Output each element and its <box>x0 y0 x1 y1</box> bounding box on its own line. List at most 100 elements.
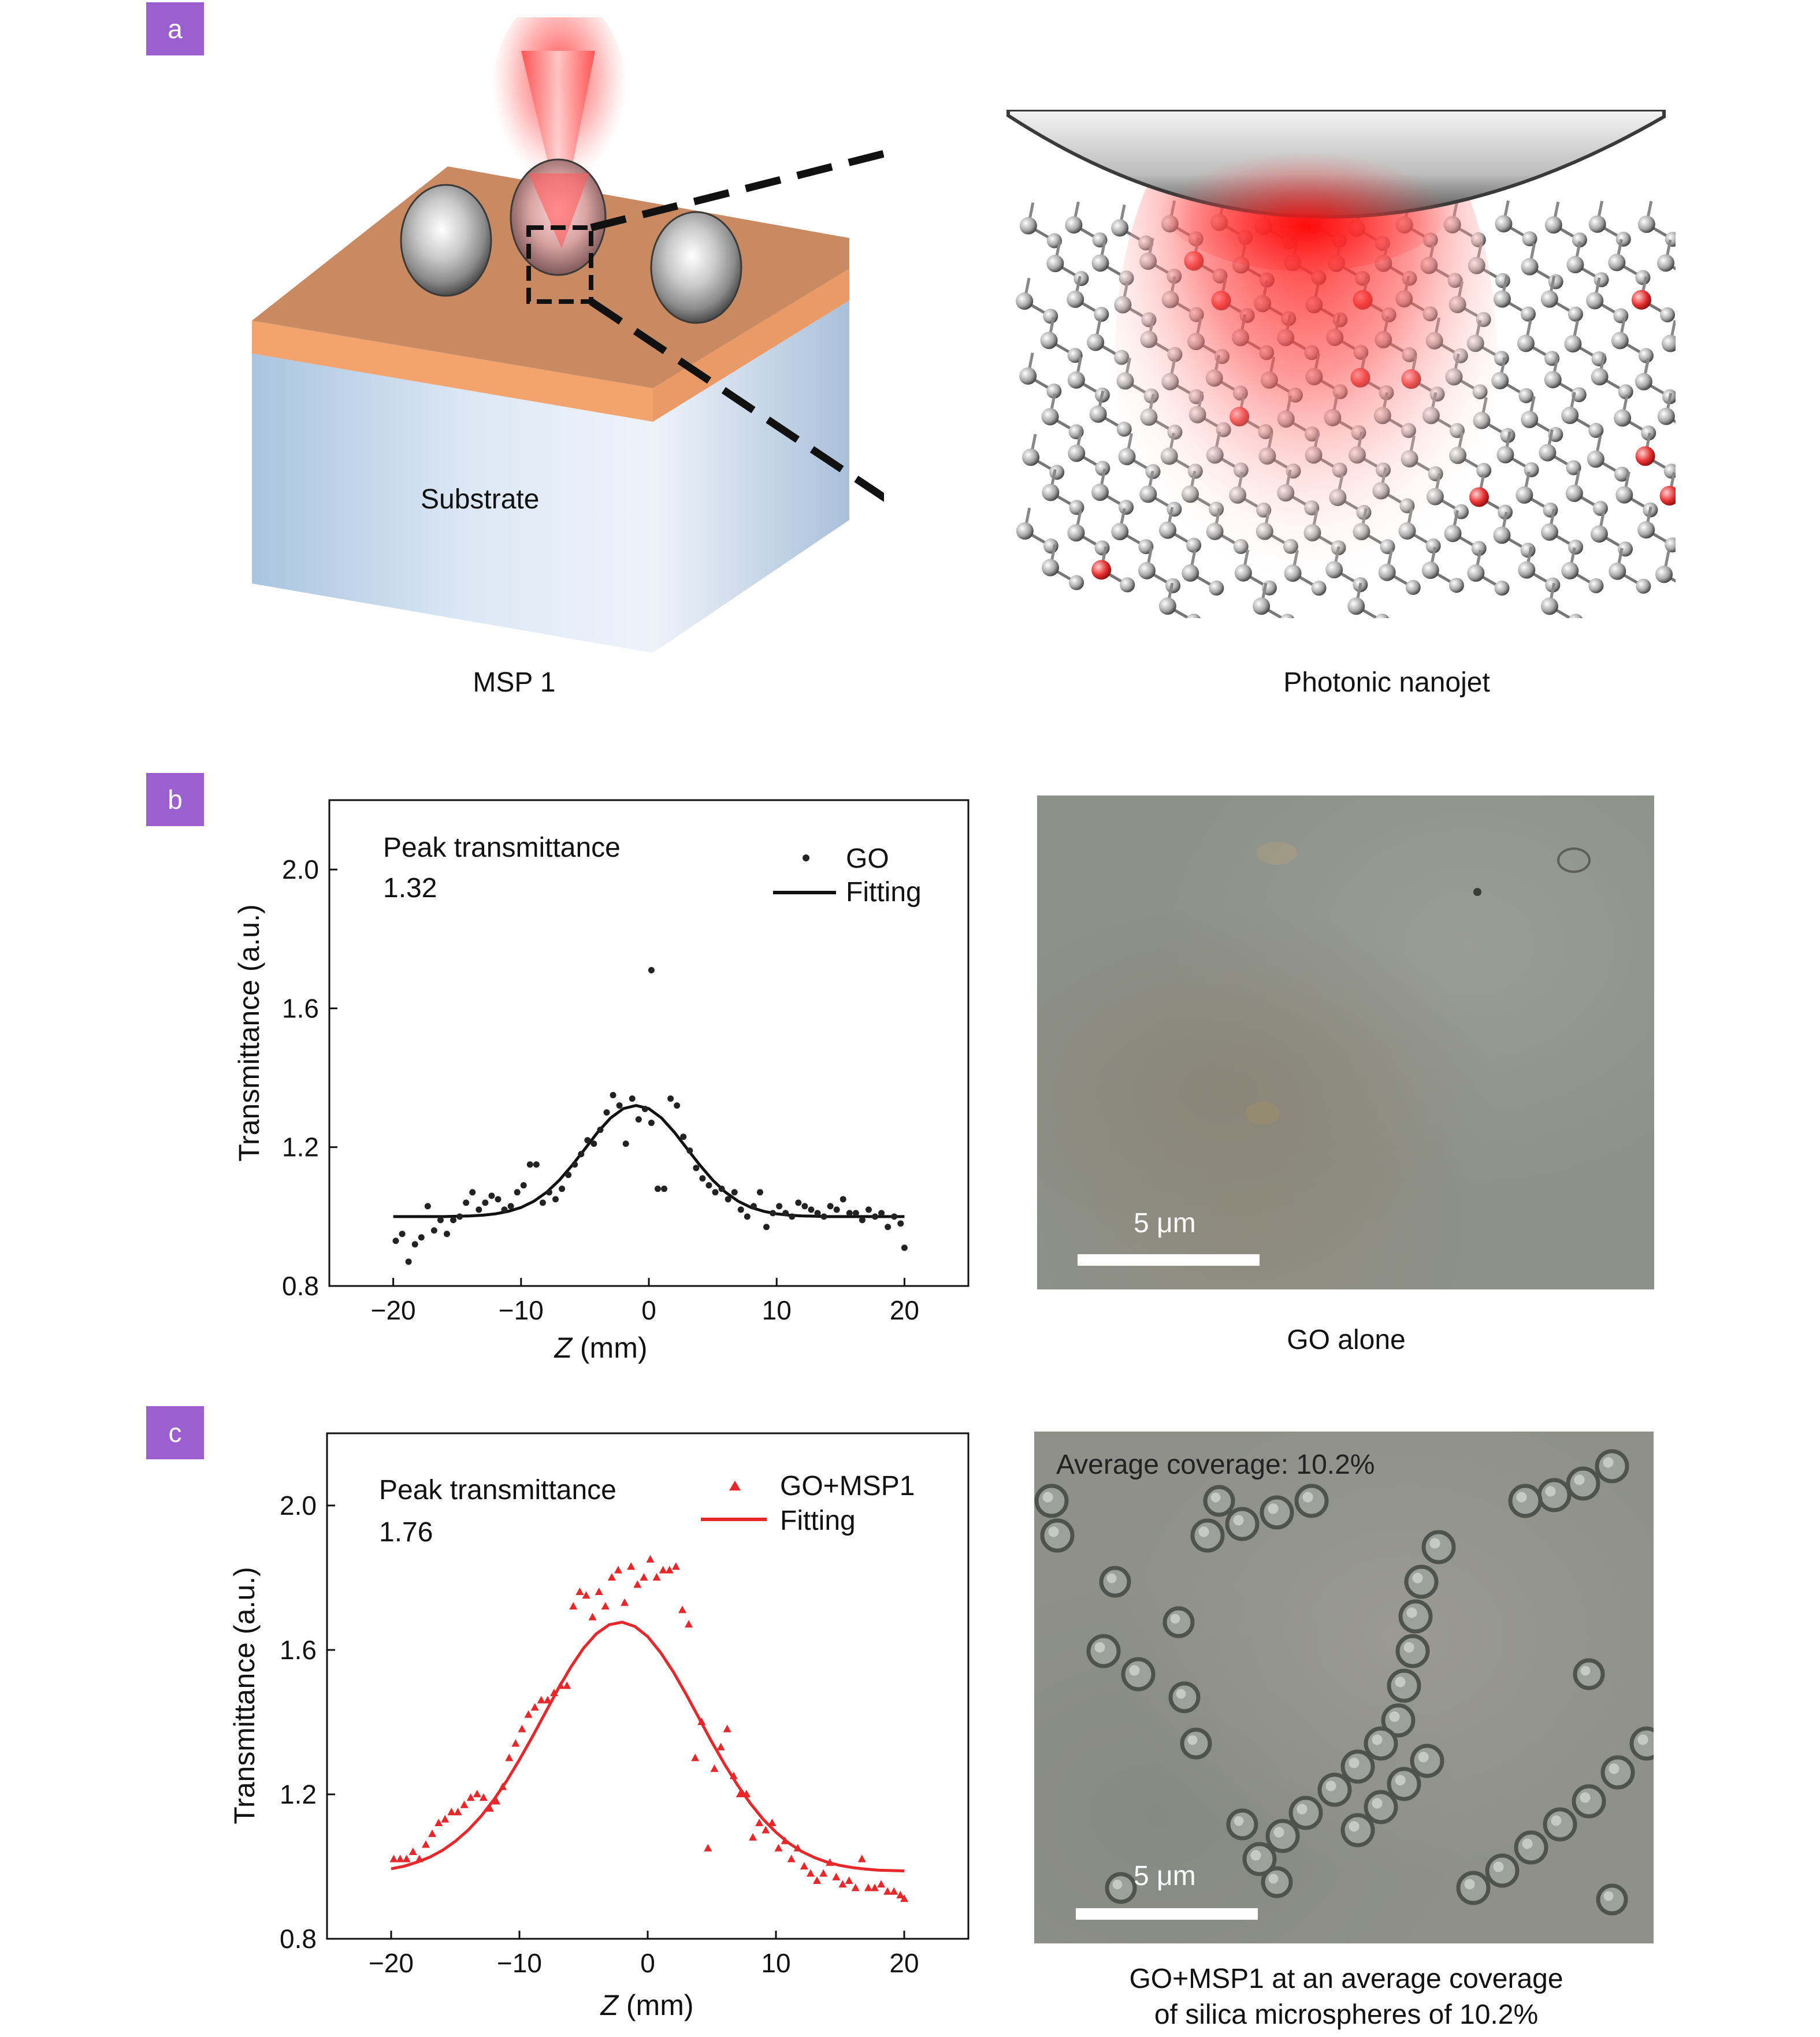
microsphere-ring <box>1105 1872 1137 1904</box>
carbon-atom <box>1040 332 1058 350</box>
microsphere-ring <box>1573 1658 1605 1690</box>
data-point <box>857 1854 866 1863</box>
data-point <box>827 1203 834 1210</box>
x-axis-label: Z (mm) <box>600 1989 693 2021</box>
data-point <box>678 1605 686 1614</box>
nanojet-illustration <box>1006 110 1676 618</box>
data-point <box>820 1213 827 1220</box>
data-point <box>482 1199 489 1206</box>
data-point <box>476 1206 482 1213</box>
microsphere-ring <box>1537 1478 1572 1512</box>
carbon-atom <box>1041 408 1059 426</box>
panel-label-a: a <box>146 2 204 55</box>
annotation-title: Peak transmittance <box>383 832 621 863</box>
data-point <box>749 1833 757 1841</box>
plot-frame <box>326 1432 970 1940</box>
x-tick-label: 20 <box>890 1295 919 1325</box>
carbon-atom <box>1089 405 1107 423</box>
microsphere-ring <box>1387 1668 1421 1703</box>
data-point <box>533 1161 540 1168</box>
data-point <box>466 1793 475 1801</box>
carbon-atom <box>1568 306 1583 322</box>
micrograph-go-msp1: Average coverage: 10.2% <box>1034 1432 1654 1943</box>
caption-msp1: MSP 1 <box>473 667 556 698</box>
carbon-atom <box>1087 333 1105 351</box>
data-point <box>405 1258 412 1265</box>
data-point <box>597 1127 604 1133</box>
data-point <box>454 1808 462 1816</box>
scale-bar-label-go-msp1: 5 μm <box>1134 1861 1196 1891</box>
data-point <box>661 1185 668 1192</box>
data-point <box>776 1203 783 1210</box>
microsphere-ring <box>1543 1807 1577 1842</box>
carbon-atom <box>1571 387 1587 403</box>
data-point <box>763 1224 770 1231</box>
microsphere-ring <box>1340 1813 1375 1848</box>
carbon-atom <box>1069 500 1084 515</box>
microsphere-ring <box>1485 1853 1520 1888</box>
data-point <box>511 1739 520 1747</box>
carbon-atom <box>1042 484 1060 501</box>
microsphere-ring <box>1596 1883 1628 1916</box>
data-point <box>801 1203 808 1210</box>
data-point <box>762 1826 770 1834</box>
carbon-atom <box>1592 500 1608 516</box>
carbon-atom <box>1091 254 1109 272</box>
data-point <box>571 1161 578 1168</box>
data-point <box>674 1102 681 1109</box>
carbon-atom <box>1111 219 1129 237</box>
x-tick-label: −10 <box>497 1948 542 1978</box>
carbon-atom <box>1615 486 1633 504</box>
carbon-atom <box>1660 307 1676 322</box>
data-point <box>473 1790 481 1797</box>
data-point <box>654 1185 661 1192</box>
data-point <box>800 1862 808 1869</box>
carbon-atom <box>1494 351 1509 366</box>
panel-label-c: c <box>146 1406 204 1459</box>
microsphere-ring <box>1421 1530 1456 1564</box>
laser-beam <box>521 51 595 220</box>
data-point <box>418 1234 425 1241</box>
carbon-atom <box>1065 216 1083 234</box>
microsphere-ring <box>1162 1606 1195 1638</box>
carbon-atom <box>1637 215 1655 233</box>
y-axis-label: Transmittance (a.u.) <box>228 1567 261 1824</box>
x-tick-label: 10 <box>761 1948 790 1978</box>
data-point <box>865 1206 872 1213</box>
data-point <box>851 1883 860 1891</box>
fitting-curve <box>393 1104 905 1218</box>
carbon-atom <box>1665 537 1676 553</box>
data-point <box>742 1790 751 1797</box>
y-tick-label: 0.8 <box>282 1271 319 1301</box>
carbon-atom <box>1041 559 1059 577</box>
microsphere-ring <box>1190 1518 1225 1553</box>
carbon-atom <box>1588 215 1606 233</box>
microsphere-ring <box>1099 1566 1131 1598</box>
carbon-atom <box>1540 290 1558 308</box>
carbon-atom <box>1516 486 1533 504</box>
data-point <box>552 1196 559 1203</box>
carbon-atom <box>1500 428 1516 443</box>
data-point <box>614 1566 622 1574</box>
data-point <box>588 1612 597 1620</box>
data-point <box>736 1790 744 1797</box>
data-point <box>744 1213 751 1220</box>
scale-bar-go <box>1078 1254 1260 1266</box>
data-point <box>699 1175 706 1182</box>
carbon-atom <box>1521 306 1536 322</box>
carbon-atom <box>1635 270 1651 285</box>
carbon-atom <box>1609 562 1626 580</box>
data-point <box>450 1217 457 1224</box>
carbon-atom <box>1524 462 1539 478</box>
data-point <box>814 1210 821 1217</box>
data-point <box>441 1815 450 1823</box>
data-point <box>691 1753 700 1761</box>
microsphere-ring <box>1225 1507 1260 1541</box>
carbon-atom <box>1544 216 1562 234</box>
data-point <box>846 1210 853 1217</box>
data-point <box>646 1555 655 1563</box>
y-tick-label: 1.6 <box>282 993 319 1023</box>
carbon-atom <box>1657 407 1675 425</box>
microsphere-ring <box>1595 1449 1629 1484</box>
carbon-atom <box>1138 562 1156 579</box>
